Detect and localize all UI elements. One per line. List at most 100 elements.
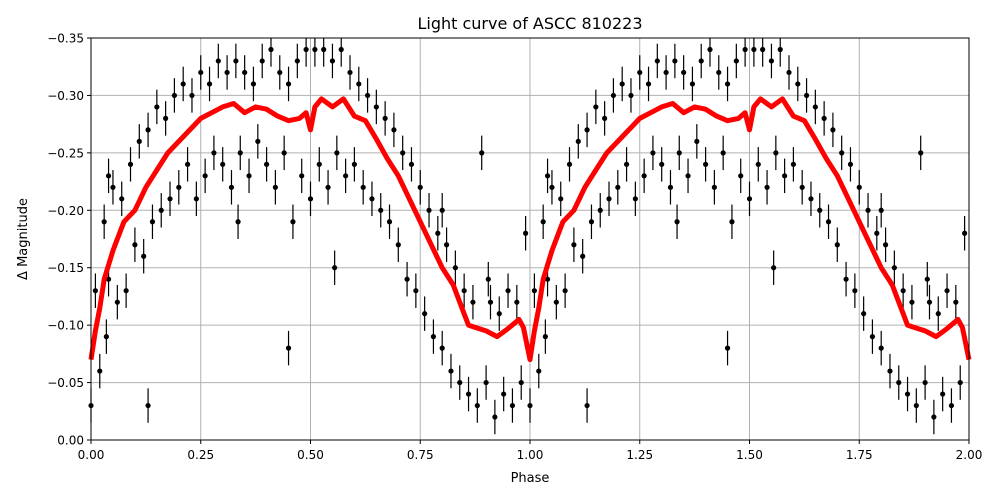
data-point <box>755 161 761 167</box>
x-tick-label: 1.75 <box>846 448 873 462</box>
data-point <box>812 104 818 110</box>
data-point <box>373 104 379 110</box>
data-point <box>237 150 243 156</box>
data-point <box>321 46 327 53</box>
data-point <box>878 345 884 351</box>
data-point <box>733 58 739 64</box>
data-point <box>101 219 107 225</box>
y-tick-label: −0.30 <box>47 89 84 103</box>
data-point <box>931 414 937 420</box>
data-point <box>795 81 801 87</box>
chart-title: Light curve of ASCC 810223 <box>417 14 642 33</box>
data-point <box>685 173 691 179</box>
x-axis-label: Phase <box>511 471 550 486</box>
data-point <box>404 276 410 282</box>
data-point <box>505 288 511 294</box>
data-point <box>676 150 682 156</box>
data-point <box>382 115 388 121</box>
data-point <box>650 150 656 156</box>
binned-curve-line <box>88 96 972 363</box>
data-point <box>97 368 103 374</box>
data-point <box>703 161 709 167</box>
data-point <box>764 184 770 190</box>
data-point <box>584 402 590 409</box>
data-point <box>105 276 112 282</box>
data-point <box>628 92 634 99</box>
data-point <box>918 150 924 156</box>
data-point <box>588 219 595 225</box>
data-point <box>808 196 814 202</box>
y-tick-label: −0.05 <box>47 376 84 390</box>
data-point <box>891 265 897 271</box>
data-point <box>360 184 366 190</box>
data-point <box>575 138 581 144</box>
data-point <box>926 299 933 305</box>
data-point <box>198 69 204 76</box>
x-tick-label: 1.25 <box>626 448 653 462</box>
data-point <box>602 115 608 121</box>
data-point <box>549 184 555 190</box>
data-point <box>738 173 744 179</box>
data-point <box>268 46 274 53</box>
x-tick-label: 2.00 <box>956 448 983 462</box>
data-point <box>103 334 109 340</box>
data-point <box>760 46 766 53</box>
data-point <box>593 104 599 110</box>
data-point <box>483 379 489 386</box>
data-point <box>825 219 832 225</box>
data-point <box>821 115 827 121</box>
data-point <box>623 161 630 167</box>
data-point <box>470 299 476 305</box>
data-point <box>228 184 235 190</box>
data-point <box>220 161 226 167</box>
data-point <box>645 81 652 87</box>
data-point <box>742 46 748 53</box>
data-point <box>856 184 862 190</box>
data-point <box>127 161 134 167</box>
data-point <box>474 402 480 409</box>
data-point <box>448 368 454 374</box>
data-point <box>924 276 930 282</box>
data-point <box>852 288 858 294</box>
data-point <box>332 265 338 271</box>
data-point <box>422 311 428 317</box>
data-point <box>523 230 529 236</box>
data-point <box>338 46 344 53</box>
data-point <box>184 161 191 167</box>
data-point <box>527 402 533 409</box>
data-point <box>913 402 919 409</box>
data-point <box>830 127 836 133</box>
data-point <box>935 311 941 317</box>
data-point <box>426 207 432 213</box>
x-tick-label: 1.00 <box>517 448 544 462</box>
data-point <box>681 69 687 76</box>
data-point <box>439 345 445 351</box>
data-point <box>865 207 871 213</box>
data-point <box>637 69 643 76</box>
data-point <box>158 207 164 213</box>
data-point <box>707 46 713 53</box>
data-point <box>724 345 731 351</box>
data-point <box>667 184 674 190</box>
data-point <box>193 196 199 202</box>
data-point <box>689 81 696 87</box>
data-point <box>803 92 810 99</box>
data-point <box>259 58 265 64</box>
data-point <box>531 288 537 294</box>
data-point <box>343 173 349 179</box>
data-point <box>347 69 353 76</box>
data-point <box>386 219 393 225</box>
data-point <box>312 46 318 53</box>
data-point <box>847 161 854 167</box>
data-point <box>255 138 261 144</box>
data-point <box>509 402 516 409</box>
data-point <box>246 173 252 179</box>
data-point <box>329 58 336 64</box>
data-point <box>242 69 248 76</box>
data-point <box>452 265 458 271</box>
data-point <box>496 311 502 317</box>
data-point <box>716 69 722 76</box>
x-tick-label: 0.50 <box>297 448 324 462</box>
data-points <box>88 38 968 435</box>
data-point <box>957 379 963 386</box>
